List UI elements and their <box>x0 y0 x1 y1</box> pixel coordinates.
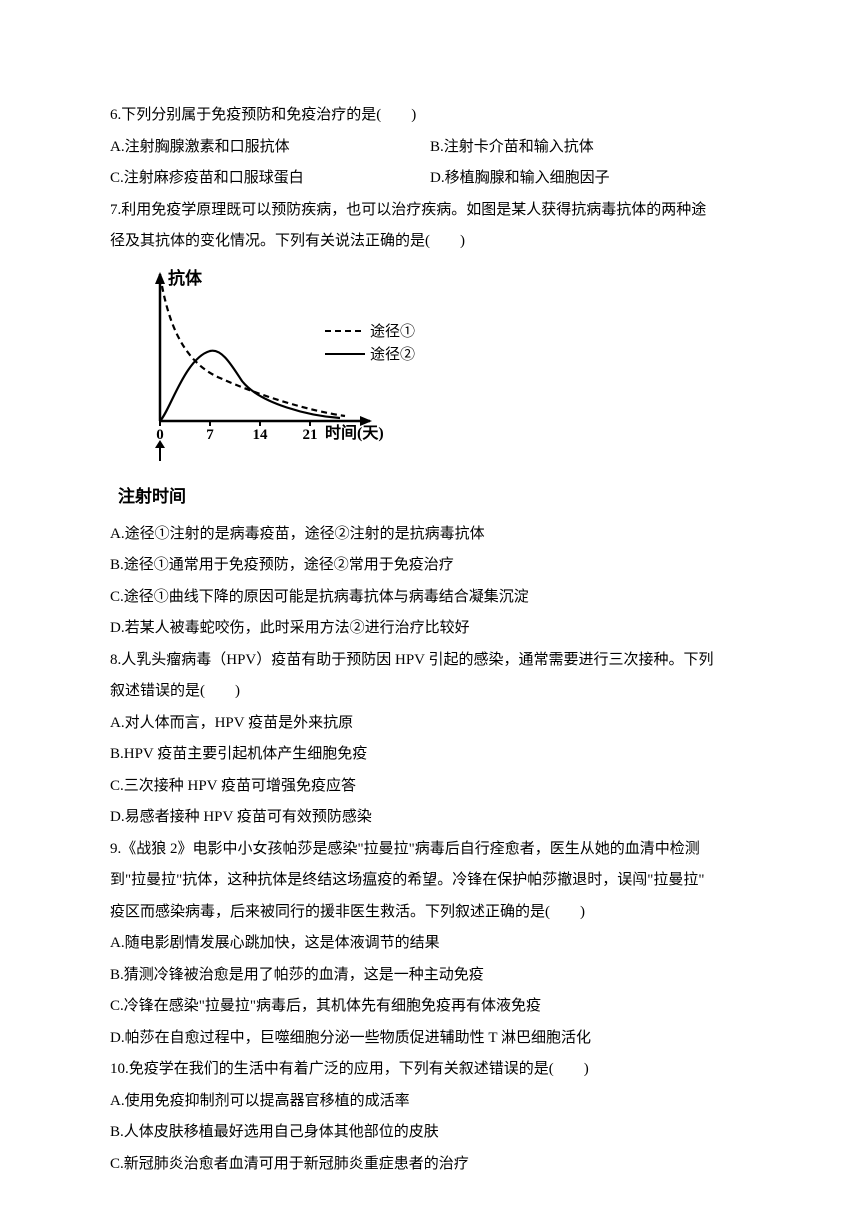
x-ticks: 071421 <box>156 421 317 443</box>
q7-option-d: D.若某人被毒蛇咬伤，此时采用方法②进行治疗比较好 <box>110 613 750 645</box>
curve-1-dashed <box>162 286 345 416</box>
q9-option-c: C.冷锋在感染"拉曼拉"病毒后，其机体先有细胞免疫再有体液免疫 <box>110 991 750 1023</box>
q9-stem-l1: 9.《战狼 2》电影中小女孩帕莎是感染"拉曼拉"病毒后自行痊愈者，医生从她的血清… <box>110 834 750 866</box>
q6-stem: 6.下列分别属于免疫预防和免疫治疗的是( ) <box>110 100 750 132</box>
q8-stem-l2: 叙述错误的是( ) <box>110 676 750 708</box>
q9-stem-l3: 疫区而感染病毒，后来被同行的援非医生救活。下列叙述正确的是( ) <box>110 897 750 929</box>
chart-svg: 抗体 071421 时间(天) 途径① 途径② <box>110 266 430 471</box>
q8-option-d: D.易感者接种 HPV 疫苗可有效预防感染 <box>110 802 750 834</box>
q9-option-b: B.猜测冷锋被治愈是用了帕莎的血清，这是一种主动免疫 <box>110 960 750 992</box>
q6-option-c: C.注射麻疹疫苗和口服球蛋白 <box>110 163 430 195</box>
svg-text:14: 14 <box>253 427 269 443</box>
injection-arrow-label: 注射时间 <box>118 479 750 515</box>
q7-stem-l2: 径及其抗体的变化情况。下列有关说法正确的是( ) <box>110 226 750 258</box>
q6-option-a: A.注射胸腺激素和口服抗体 <box>110 132 430 164</box>
q6-options-row2: C.注射麻疹疫苗和口服球蛋白 D.移植胸腺和输入细胞因子 <box>110 163 750 195</box>
q8-option-a: A.对人体而言，HPV 疫苗是外来抗原 <box>110 708 750 740</box>
antibody-chart: 抗体 071421 时间(天) 途径① 途径② 注射时间 <box>110 266 750 515</box>
q10-stem: 10.免疫学在我们的生活中有着广泛的应用，下列有关叙述错误的是( ) <box>110 1054 750 1086</box>
svg-text:7: 7 <box>206 427 214 443</box>
q7-option-a: A.途径①注射的是病毒疫苗，途径②注射的是抗病毒抗体 <box>110 519 750 551</box>
y-axis-label: 抗体 <box>168 268 203 288</box>
q8-option-b: B.HPV 疫苗主要引起机体产生细胞免疫 <box>110 739 750 771</box>
q6-option-b: B.注射卡介苗和输入抗体 <box>430 132 750 164</box>
q6-options-row1: A.注射胸腺激素和口服抗体 B.注射卡介苗和输入抗体 <box>110 132 750 164</box>
x-axis-label: 时间(天) <box>325 423 384 442</box>
legend-label-1: 途径① <box>370 323 415 340</box>
q7-stem-l1: 7.利用免疫学原理既可以预防疾病，也可以治疗疾病。如图是某人获得抗病毒抗体的两种… <box>110 195 750 227</box>
q8-stem-l1: 8.人乳头瘤病毒（HPV）疫苗有助于预防因 HPV 引起的感染，通常需要进行三次… <box>110 645 750 677</box>
legend-label-2: 途径② <box>370 346 415 363</box>
q10-option-a: A.使用免疫抑制剂可以提高器官移植的成活率 <box>110 1086 750 1118</box>
q7-option-b: B.途径①通常用于免疫预防，途径②常用于免疫治疗 <box>110 550 750 582</box>
q9-option-a: A.随电影剧情发展心跳加快，这是体液调节的结果 <box>110 928 750 960</box>
q10-option-b: B.人体皮肤移植最好选用自己身体其他部位的皮肤 <box>110 1117 750 1149</box>
q10-option-c: C.新冠肺炎治愈者血清可用于新冠肺炎重症患者的治疗 <box>110 1149 750 1181</box>
q9-option-d: D.帕莎在自愈过程中，巨噬细胞分泌一些物质促进辅助性 T 淋巴细胞活化 <box>110 1023 750 1055</box>
svg-text:21: 21 <box>303 427 318 443</box>
q7-option-c: C.途径①曲线下降的原因可能是抗病毒抗体与病毒结合凝集沉淀 <box>110 582 750 614</box>
q6-option-d: D.移植胸腺和输入细胞因子 <box>430 163 750 195</box>
q8-option-c: C.三次接种 HPV 疫苗可增强免疫应答 <box>110 771 750 803</box>
y-axis-arrow-icon <box>155 272 165 284</box>
q9-stem-l2: 到"拉曼拉"抗体，这种抗体是终结这场瘟疫的希望。冷锋在保护帕莎撤退时，误闯"拉曼… <box>110 865 750 897</box>
